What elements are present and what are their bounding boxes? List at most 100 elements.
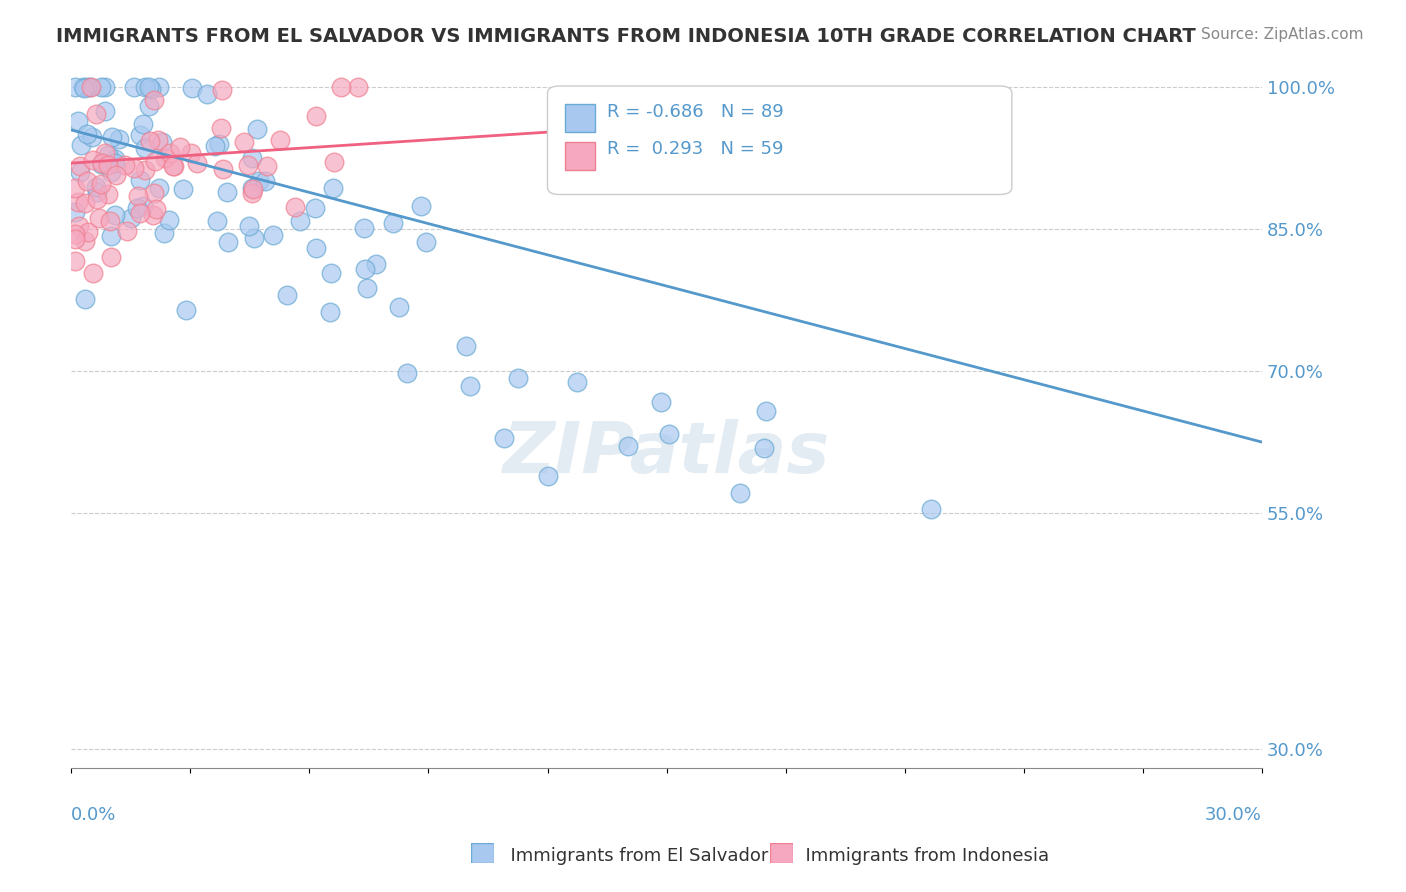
FancyBboxPatch shape (547, 86, 1012, 194)
Point (76, 128, 98, 142)
Point (246, 121, 269, 136)
Point (94, 104, 117, 119)
Point (76, 80, 98, 95)
Point (73, 292, 96, 306)
Text: 30.0%: 30.0% (1205, 806, 1263, 824)
Point (90, 80, 112, 95)
Point (63, 232, 86, 246)
Point (84, 180, 107, 194)
Point (145, 202, 167, 217)
Point (233, 135, 256, 149)
Point (103, 208, 125, 222)
Point (139, 134, 162, 148)
Point (148, 180, 170, 194)
Point (180, 145, 202, 160)
Point (86, 192, 108, 206)
Point (209, 120, 232, 135)
Point (236, 158, 259, 172)
Point (204, 139, 226, 153)
Point (72, 80, 94, 95)
Text: Immigrants from Indonesia: Immigrants from Indonesia (794, 847, 1049, 865)
Point (148, 80, 170, 95)
Point (617, 439, 640, 453)
Point (125, 202, 148, 216)
Point (80, 80, 103, 95)
Point (215, 185, 238, 199)
Point (142, 208, 165, 222)
Point (139, 81, 162, 95)
Point (366, 257, 388, 271)
Point (269, 133, 291, 147)
Point (69, 165, 91, 179)
Text: 0.0%: 0.0% (72, 806, 117, 824)
Point (67, 195, 90, 210)
Point (494, 431, 516, 445)
Point (205, 214, 228, 228)
Point (242, 182, 264, 196)
Point (67, 219, 90, 233)
Point (157, 213, 180, 227)
Point (120, 211, 142, 225)
Point (754, 441, 776, 455)
Point (134, 80, 156, 95)
Point (134, 163, 156, 178)
Point (728, 485, 751, 500)
Point (169, 140, 191, 154)
Text: Source: ZipAtlas.com: Source: ZipAtlas.com (1201, 27, 1364, 42)
Point (97, 147, 120, 161)
Point (77, 225, 100, 239)
Point (247, 174, 270, 188)
Point (100, 165, 122, 179)
Point (132, 117, 155, 131)
Point (86, 185, 108, 199)
Point (181, 81, 204, 95)
Point (101, 129, 124, 144)
Point (100, 228, 122, 243)
Point (242, 231, 264, 245)
Point (388, 300, 411, 314)
Point (142, 93, 165, 107)
Point (134, 141, 156, 155)
Point (90, 178, 112, 192)
Point (353, 262, 375, 277)
Point (104, 153, 127, 167)
Point (256, 159, 278, 173)
Point (330, 80, 353, 95)
Point (176, 303, 198, 318)
Point (508, 371, 530, 385)
FancyBboxPatch shape (565, 142, 595, 170)
Point (87, 211, 110, 226)
Point (323, 154, 346, 169)
Point (63, 180, 86, 194)
Point (97, 158, 120, 172)
FancyBboxPatch shape (565, 103, 595, 131)
Point (411, 199, 433, 213)
Point (150, 136, 173, 150)
Point (238, 219, 260, 234)
Point (304, 109, 326, 123)
Text: ZIPatlas: ZIPatlas (503, 419, 831, 488)
Point (82, 266, 104, 280)
Point (138, 80, 160, 95)
Point (82, 153, 104, 167)
Point (217, 235, 239, 249)
Point (65, 205, 87, 219)
Point (240, 186, 263, 200)
Point (276, 287, 298, 301)
Point (460, 379, 482, 393)
Point (128, 128, 150, 142)
Point (143, 186, 166, 200)
Point (63, 80, 86, 95)
Point (162, 159, 184, 173)
Point (153, 227, 176, 241)
Point (262, 227, 284, 242)
Point (650, 395, 672, 409)
Point (100, 250, 122, 264)
Point (114, 158, 136, 172)
Point (79, 80, 101, 95)
Point (63, 254, 86, 268)
Point (304, 201, 326, 215)
Point (76, 174, 98, 188)
Point (143, 153, 166, 168)
Point (565, 375, 588, 389)
